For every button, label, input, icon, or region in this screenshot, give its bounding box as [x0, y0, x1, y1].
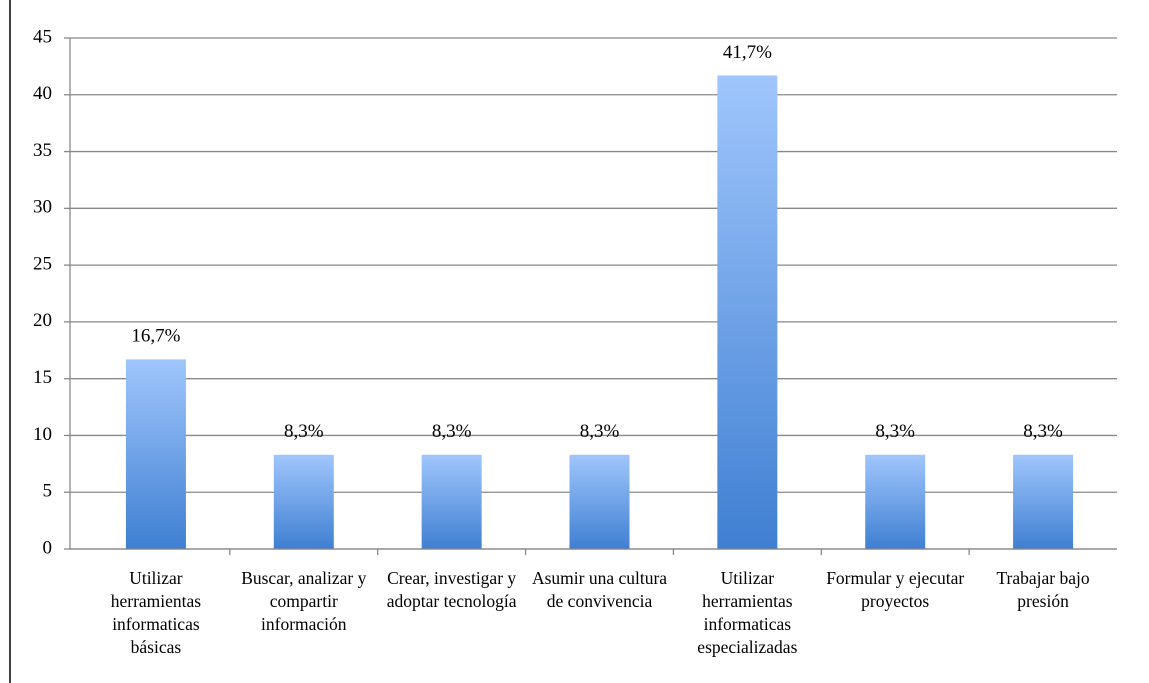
bar [421, 454, 482, 549]
bar [865, 454, 926, 549]
x-tick-label: Utilizar herramientas informaticas básic… [110, 568, 202, 657]
y-tick-label: 20 [33, 310, 52, 331]
x-tick-label: Asumir una cultura de convivencia [531, 568, 668, 611]
y-tick-label: 15 [33, 367, 52, 388]
x-tick-label: Formular y ejecutar proyectos [826, 568, 965, 611]
x-tick-label: Trabajar bajo presión [996, 568, 1090, 611]
bar [569, 454, 630, 549]
bar [717, 75, 778, 550]
y-tick-label: 10 [33, 424, 52, 445]
y-tick-label: 5 [43, 481, 53, 502]
y-tick-label: 45 [33, 26, 52, 47]
x-tick-label: Crear, investigar y adoptar tecnología [386, 568, 517, 611]
y-tick-label: 35 [33, 140, 52, 161]
data-label: 8,3% [284, 421, 324, 442]
y-tick-label: 0 [43, 537, 53, 558]
frame [9, 0, 11, 683]
data-label: 8,3% [875, 421, 915, 442]
x-tick-label: Buscar, analizar y compartir información [241, 568, 367, 634]
bar [125, 359, 186, 549]
data-label: 41,7% [723, 42, 772, 63]
data-label: 8,3% [1023, 421, 1063, 442]
data-label: 16,7% [131, 326, 180, 347]
bar [1013, 454, 1074, 549]
bar [273, 454, 334, 549]
y-tick-label: 25 [33, 253, 52, 274]
data-label: 8,3% [580, 421, 620, 442]
x-tick-label: Utilizar herramientas informaticas espec… [697, 568, 798, 657]
y-tick-label: 30 [33, 197, 52, 218]
data-label: 8,3% [432, 421, 472, 442]
y-tick-label: 40 [33, 83, 52, 104]
